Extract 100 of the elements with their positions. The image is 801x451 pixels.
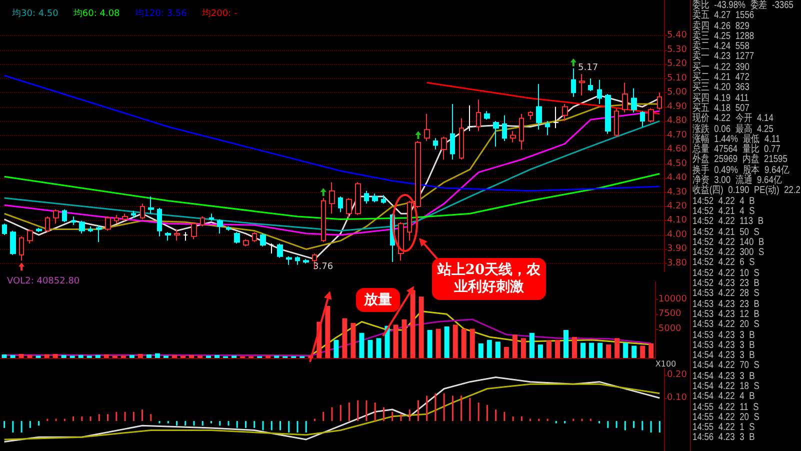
text: 买二 4.21 472: [692, 72, 750, 84]
bar: [598, 342, 603, 358]
candlestick: [381, 194, 386, 204]
bar: [564, 330, 568, 358]
y-tick-label: 3.80: [666, 258, 688, 268]
bar: [44, 354, 50, 358]
text: 净资 3.00 流通 9.64亿: [692, 175, 783, 186]
y-tick-label: 4.20: [666, 201, 688, 212]
text: 14:53 4.22 20 S: [692, 319, 760, 330]
text: 14:52 4.21 4 S: [692, 206, 756, 217]
y-tick-label: 3.90: [666, 244, 688, 254]
candlestick: [226, 226, 231, 232]
candlestick: [165, 232, 171, 242]
text: 14:56 4.23 3 B: [692, 432, 756, 444]
candlestick: [36, 227, 42, 233]
text: 14:54 4.22 18 S: [692, 380, 760, 392]
annotation: 站上20天线，农业利好刺激: [432, 258, 546, 300]
candlestick: [140, 203, 145, 220]
bar: [495, 342, 500, 358]
candlestick: [131, 210, 136, 218]
bar: [418, 296, 424, 358]
text: 卖五 4.27 1556: [692, 10, 754, 22]
y-tick-label: 5000: [658, 324, 682, 334]
candlestick: [484, 110, 490, 120]
candlestick: [657, 92, 662, 110]
annotation: 3.76: [313, 262, 334, 272]
candlestick: [96, 224, 102, 243]
y-tick-label: 0.20: [666, 370, 688, 380]
candlestick: [338, 196, 343, 213]
candlestick: [79, 220, 85, 234]
text: 14:52 4.22 10 S: [692, 268, 760, 279]
bar: [648, 343, 654, 358]
bar: [427, 330, 432, 358]
y-tick-label: 5.40: [666, 30, 688, 41]
bar: [384, 326, 390, 358]
candlestick: [588, 78, 593, 92]
candlestick: [398, 222, 404, 262]
bar: [368, 340, 373, 358]
text: 买一 4.22 390: [692, 62, 750, 73]
candlestick: [148, 196, 154, 214]
text: 14:53 4.23 3 B: [692, 340, 756, 351]
text: 涨幅 1.44% 最低 4.11: [692, 134, 782, 145]
y-tick-label: 4.60: [666, 144, 688, 155]
text: 卖三 4.25 1288: [692, 30, 756, 42]
text: 买五 4.18 507: [692, 102, 750, 114]
candlestick: [114, 214, 119, 224]
bar: [342, 318, 348, 358]
bar: [614, 338, 620, 358]
text: 14:53 4.22 28 S: [692, 288, 760, 300]
text: 14:54 4.23 3 B: [692, 370, 756, 382]
candlestick: [536, 84, 542, 130]
candlestick: [450, 103, 455, 160]
bar: [486, 340, 492, 358]
y-tick-label: 4.70: [666, 130, 688, 140]
bar: [61, 355, 66, 358]
text: 14:55 4.22 1 S: [692, 422, 756, 434]
bar: [104, 354, 109, 358]
candlestick: [528, 110, 533, 120]
candlestick: [260, 233, 266, 247]
text: 均200: -: [200, 8, 238, 19]
bar: [572, 336, 578, 358]
text: 14:54 4.23 3 B: [692, 350, 755, 362]
bar: [129, 355, 134, 358]
line-series: [426, 82, 660, 115]
candlestick: [459, 118, 464, 160]
bar: [461, 328, 466, 358]
candlestick: [277, 243, 283, 258]
candlestick: [605, 93, 611, 134]
annotation: 5.17: [578, 63, 598, 73]
candlestick: [493, 120, 499, 148]
candlestick: [441, 136, 447, 160]
bar: [436, 328, 441, 358]
text: 14:54 4.22 70 S: [692, 360, 760, 372]
candlestick: [209, 213, 214, 222]
bar: [334, 340, 339, 358]
text: 换手 0.49% 股本 9.64亿: [692, 164, 790, 176]
bar: [359, 332, 364, 358]
text: 14:52 4.22 113 B: [692, 216, 764, 228]
line-series: [4, 74, 660, 192]
bar: [512, 334, 518, 358]
y-tick-label: 4.40: [666, 173, 688, 184]
candlestick: [372, 193, 378, 203]
bar: [27, 355, 32, 358]
bar: [18, 354, 24, 358]
candlestick: [286, 256, 292, 266]
bar: [520, 338, 526, 358]
bar: [189, 355, 194, 358]
candlestick: [88, 226, 93, 233]
text: 14:53 4.23 3 B: [692, 330, 756, 341]
y-tick-label: 4.50: [666, 158, 688, 169]
y-tick-label: 5.20: [666, 59, 688, 70]
candlestick: [433, 138, 438, 150]
text: 14:52 4.22 140 B: [692, 236, 766, 248]
bar: [546, 340, 552, 358]
candlestick: [553, 106, 559, 129]
bar: [52, 354, 58, 358]
bar: [2, 354, 7, 358]
candlestick: [579, 74, 585, 96]
candlestick: [27, 228, 33, 244]
candlestick: [45, 216, 50, 233]
